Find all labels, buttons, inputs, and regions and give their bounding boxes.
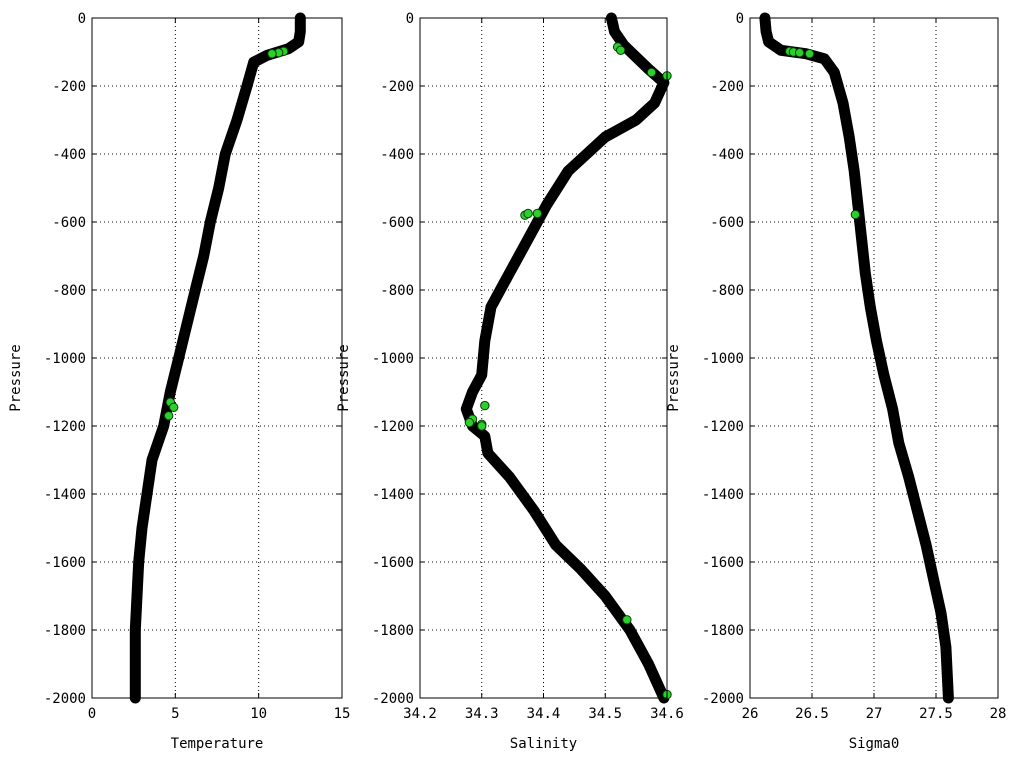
x-tick-label: 10 xyxy=(250,706,267,722)
y-tick-label: -600 xyxy=(710,215,744,231)
x-tick-label: 26.5 xyxy=(795,706,829,722)
y-tick-label: -1800 xyxy=(372,623,414,639)
y-tick-label: -800 xyxy=(380,283,414,299)
subplot-2: 34.2 34.3 34.4 34.5 34.6 0 -200 -400 -600 -800 -10… xyxy=(336,11,684,752)
y-tick-label: -200 xyxy=(52,79,86,95)
x-tick-label: 34.3 xyxy=(465,706,499,722)
y-tick-label: 0 xyxy=(78,11,86,27)
y-tick-label: -800 xyxy=(52,283,86,299)
flagged-point xyxy=(164,412,172,420)
y-tick-label: -1200 xyxy=(44,419,86,435)
flagged-point xyxy=(616,46,624,54)
y-tick-label: -600 xyxy=(52,215,86,231)
subplot-1: 0 5 10 15 0 -200 -400 -600 -800 -1000 -1200 -1400 -1… xyxy=(8,11,350,752)
y-tick-label: -1000 xyxy=(702,351,744,367)
y-tick-label: 0 xyxy=(406,11,414,27)
y-tick-label: -2000 xyxy=(44,691,86,707)
x-tick-label: 0 xyxy=(88,706,96,722)
y-axis-label: Pressure xyxy=(666,344,682,411)
x-tick-label: 34.5 xyxy=(588,706,622,722)
x-tick-label: 26 xyxy=(742,706,759,722)
y-tick-label: -1200 xyxy=(702,419,744,435)
flagged-point xyxy=(524,209,532,217)
y-tick-label: -1000 xyxy=(44,351,86,367)
y-tick-label: -1600 xyxy=(44,555,86,571)
y-tick-label: -2000 xyxy=(702,691,744,707)
flagged-point xyxy=(465,418,473,426)
y-tick-label: -200 xyxy=(380,79,414,95)
y-axis-label: Pressure xyxy=(336,344,352,411)
x-tick-label: 34.4 xyxy=(527,706,561,722)
flagged-point xyxy=(795,48,803,56)
y-tick-label: -600 xyxy=(380,215,414,231)
flagged-point xyxy=(169,403,177,411)
flagged-point xyxy=(481,401,489,409)
y-tick-label: -800 xyxy=(710,283,744,299)
x-tick-label: 34.6 xyxy=(650,706,684,722)
flagged-point xyxy=(851,210,859,218)
y-tick-label: -1400 xyxy=(702,487,744,503)
flagged-point xyxy=(478,422,486,430)
y-tick-label: -2000 xyxy=(372,691,414,707)
y-tick-label: -1800 xyxy=(44,623,86,639)
y-tick-label: -1800 xyxy=(702,623,744,639)
x-tick-label: 27 xyxy=(866,706,883,722)
x-tick-label: 27.5 xyxy=(919,706,953,722)
y-tick-label: -200 xyxy=(710,79,744,95)
x-tick-label: 34.2 xyxy=(403,706,437,722)
flagged-point xyxy=(805,50,813,58)
x-axis-label: Salinity xyxy=(510,736,577,752)
y-tick-label: -1200 xyxy=(372,419,414,435)
y-tick-label: -400 xyxy=(380,147,414,163)
x-tick-label: 28 xyxy=(990,706,1007,722)
flagged-point xyxy=(647,68,655,76)
y-tick-label: -1600 xyxy=(372,555,414,571)
x-tick-label: 5 xyxy=(171,706,179,722)
x-axis-label: Temperature xyxy=(171,736,264,752)
subplot-3: 26 26.5 27 27.5 28 0 -200 -400 -600 -800 -1000 -120… xyxy=(666,11,1006,752)
flagged-point xyxy=(623,616,631,624)
x-axis-label: Sigma0 xyxy=(849,736,900,752)
flagged-point xyxy=(533,209,541,217)
x-tick-label: 15 xyxy=(334,706,351,722)
y-tick-label: -1400 xyxy=(44,487,86,503)
y-tick-label: -1400 xyxy=(372,487,414,503)
y-tick-label: -400 xyxy=(52,147,86,163)
y-tick-label: -1000 xyxy=(372,351,414,367)
y-tick-label: 0 xyxy=(736,11,744,27)
y-tick-label: -400 xyxy=(710,147,744,163)
y-axis-label: Pressure xyxy=(8,344,24,411)
flagged-point xyxy=(268,50,276,58)
y-tick-label: -1600 xyxy=(702,555,744,571)
